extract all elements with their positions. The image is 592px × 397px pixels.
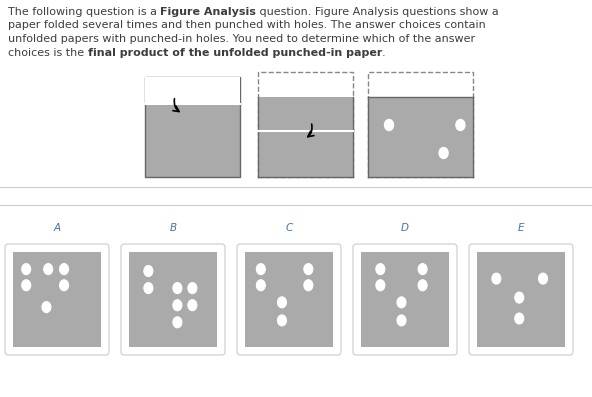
Bar (368, 97, 473, 177)
Ellipse shape (42, 302, 51, 312)
Ellipse shape (60, 264, 69, 275)
Text: The following question is a: The following question is a (8, 7, 160, 17)
Ellipse shape (439, 148, 448, 158)
Text: C: C (285, 223, 292, 233)
Text: unfolded papers with punched-in holes. You need to determine which of the answer: unfolded papers with punched-in holes. Y… (8, 34, 475, 44)
FancyBboxPatch shape (469, 244, 573, 355)
Ellipse shape (376, 280, 385, 291)
FancyBboxPatch shape (353, 244, 457, 355)
Ellipse shape (514, 313, 524, 324)
Text: final product of the unfolded punched-in paper: final product of the unfolded punched-in… (88, 48, 382, 58)
Ellipse shape (44, 264, 53, 275)
Ellipse shape (144, 266, 153, 276)
Ellipse shape (376, 264, 385, 275)
Text: paper folded several times and then punched with holes. The answer choices conta: paper folded several times and then punc… (8, 21, 486, 31)
Ellipse shape (384, 119, 394, 131)
Text: B: B (169, 223, 176, 233)
Ellipse shape (278, 297, 287, 308)
Bar (13, 252, 101, 347)
Ellipse shape (397, 315, 406, 326)
Text: E: E (518, 223, 525, 233)
Bar (129, 252, 217, 347)
Bar (145, 77, 240, 104)
Ellipse shape (418, 264, 427, 275)
Ellipse shape (22, 280, 31, 291)
Ellipse shape (173, 317, 182, 328)
Bar (145, 77, 240, 177)
Ellipse shape (456, 119, 465, 131)
Ellipse shape (397, 297, 406, 308)
Ellipse shape (256, 280, 265, 291)
FancyBboxPatch shape (237, 244, 341, 355)
Ellipse shape (418, 280, 427, 291)
Ellipse shape (22, 264, 31, 275)
Text: Figure Analysis: Figure Analysis (160, 7, 256, 17)
Text: question. Figure Analysis questions show a: question. Figure Analysis questions show… (256, 7, 499, 17)
Ellipse shape (539, 273, 548, 284)
FancyBboxPatch shape (121, 244, 225, 355)
FancyBboxPatch shape (5, 244, 109, 355)
Text: D: D (401, 223, 409, 233)
Ellipse shape (304, 264, 313, 275)
Ellipse shape (256, 264, 265, 275)
Text: .: . (382, 48, 385, 58)
Bar (477, 252, 565, 347)
Text: choices is the: choices is the (8, 48, 88, 58)
Ellipse shape (514, 292, 524, 303)
Ellipse shape (60, 280, 69, 291)
Ellipse shape (278, 315, 287, 326)
Text: A: A (53, 223, 60, 233)
Bar (361, 252, 449, 347)
Ellipse shape (173, 283, 182, 294)
Bar (245, 252, 333, 347)
Ellipse shape (144, 283, 153, 294)
Ellipse shape (492, 273, 501, 284)
Ellipse shape (188, 300, 197, 311)
Bar (258, 72, 353, 177)
Bar (258, 97, 353, 177)
Ellipse shape (304, 280, 313, 291)
Bar (368, 72, 473, 177)
Ellipse shape (173, 300, 182, 311)
Ellipse shape (188, 283, 197, 294)
